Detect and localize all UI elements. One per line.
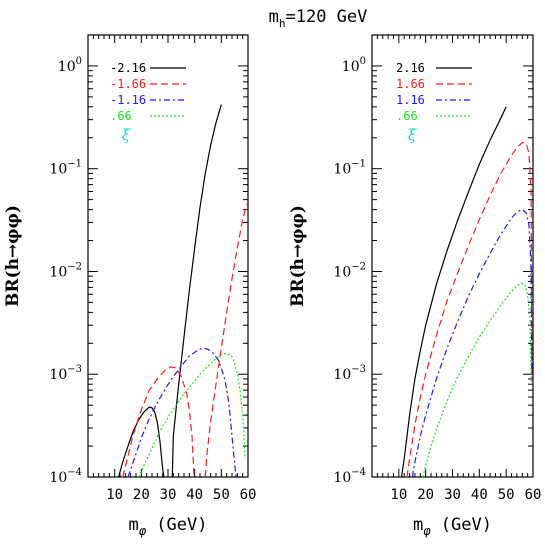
y-tick-label: 10−1: [49, 159, 82, 178]
series-line: [138, 352, 246, 477]
legend-entry-label: -2.16: [110, 61, 146, 75]
x-axis-label: mφ (GeV): [413, 515, 492, 538]
title-sub: h: [279, 17, 286, 30]
x-tick-label: 30: [160, 487, 177, 503]
y-tick-label: 100: [342, 56, 366, 75]
y-axis-label: BR(h→φφ): [3, 205, 23, 307]
legend-entry-label: 1.66: [396, 77, 425, 91]
chart-panel-right: 10 20 30 40 50 60 100 10−1 10−2 10−3 10−4 2.16 1.66 1…: [288, 34, 542, 538]
y-tick-label: 10−1: [333, 159, 366, 178]
x-axis-label: mφ (GeV): [129, 515, 208, 538]
x-tick-label: 60: [240, 487, 257, 503]
legend-entry-label: -1.16: [110, 93, 146, 107]
chart-panel-left: 10 20 30 40 50 60 100 10−1 10−2 10−3 10−4 -2.16 -1.6…: [3, 34, 257, 538]
x-tick-label: 10: [390, 487, 407, 503]
x-tick-label: 20: [133, 487, 150, 503]
y-tick-label: 10−4: [333, 467, 366, 486]
x-tick-label: 10: [106, 487, 123, 503]
x-tick-label: 40: [471, 487, 488, 503]
y-axis-label: BR(h→φφ): [288, 205, 308, 307]
x-tick-label: 50: [213, 487, 230, 503]
y-tick-label: 10−2: [49, 261, 82, 280]
series-line: [411, 208, 533, 477]
x-tick-label: 60: [525, 487, 542, 503]
y-tick-label: 10−3: [49, 364, 82, 383]
title-main: m: [269, 7, 279, 27]
y-tick-label: 100: [58, 56, 82, 75]
legend-entry-label: -1.66: [110, 77, 146, 91]
series-line: [171, 104, 222, 477]
y-tick-label: 10−4: [49, 467, 82, 486]
legend-title: ξ: [122, 126, 131, 144]
legend-title: ξ: [408, 126, 417, 144]
figure-title: mh=120 GeV: [269, 7, 368, 30]
x-tick-label: 40: [186, 487, 203, 503]
legend-entry-label: 2.16: [396, 61, 425, 75]
series-line: [204, 204, 248, 477]
series-line: [406, 141, 533, 477]
series-line: [122, 366, 195, 477]
series-line: [117, 406, 165, 477]
legend-entry-label: 1.16: [396, 93, 425, 107]
title-rest: =120 GeV: [285, 7, 367, 27]
legend-entry-label: .66: [110, 109, 132, 123]
x-tick-label: 30: [444, 487, 461, 503]
legend-entry-label: .66: [396, 109, 418, 123]
x-tick-label: 50: [498, 487, 515, 503]
y-tick-label: 10−3: [333, 364, 366, 383]
y-tick-label: 10−2: [333, 261, 366, 280]
x-tick-label: 20: [417, 487, 434, 503]
series-line: [400, 106, 507, 477]
series-line: [422, 282, 532, 477]
